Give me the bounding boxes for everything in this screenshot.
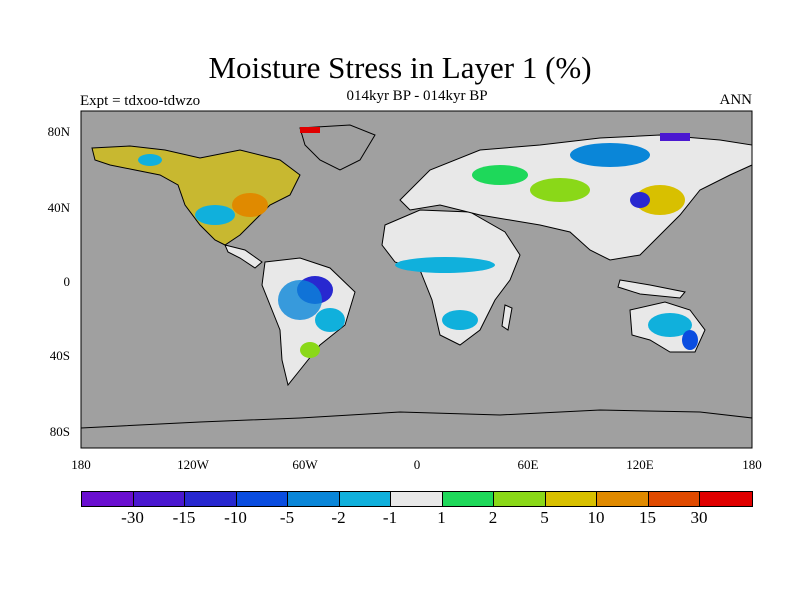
experiment-label: Expt = tdxoo-tdwzo xyxy=(80,93,201,109)
colorbar-tick-label: 2 xyxy=(488,508,498,527)
colorbar-tick-label: -5 xyxy=(279,508,295,527)
x-tick-label: 0 xyxy=(413,457,421,472)
colorbar-tick-label: 1 xyxy=(437,508,446,527)
y-tick-label: 0 xyxy=(63,274,71,289)
colorbar-swatch xyxy=(597,492,649,506)
y-tick-label: 40S xyxy=(49,348,70,363)
land-antarctica xyxy=(80,409,753,449)
x-tick-label: 120W xyxy=(177,457,209,472)
colorbar-swatch xyxy=(391,492,443,506)
land-madagascar xyxy=(501,304,513,331)
colorbar-swatch xyxy=(288,492,340,506)
colorbar-tick-label: -30 xyxy=(121,508,144,527)
colorbar-swatch xyxy=(648,492,700,506)
colorbar-swatch xyxy=(133,492,185,506)
colorbar-swatch xyxy=(236,492,288,506)
colorbar-tick-label: -10 xyxy=(224,508,247,527)
land-central-america xyxy=(224,244,263,269)
y-tick-label: 80N xyxy=(47,124,70,139)
colorbar-swatch xyxy=(700,492,752,506)
land-north-america xyxy=(91,145,301,246)
colorbar-swatch xyxy=(545,492,597,506)
colorbar-tick-label: 30 xyxy=(690,508,708,527)
land-greenland xyxy=(299,124,376,171)
plot-title: Moisture Stress in Layer 1 (%) xyxy=(208,50,592,85)
colorbar-swatch xyxy=(82,492,134,506)
colorbar-tick-label: 15 xyxy=(639,508,656,527)
colorbar-swatch xyxy=(339,492,391,506)
x-tick-label: 180 xyxy=(742,457,762,472)
x-tick-label: 120E xyxy=(626,457,654,472)
x-tick-label: 60E xyxy=(517,457,539,472)
x-tick-label: 180 xyxy=(71,457,91,472)
y-tick-label: 40N xyxy=(47,200,70,215)
colorbar-tick-label: 5 xyxy=(540,508,549,527)
plot-subtitle: 014kyr BP - 014kyr BP xyxy=(346,88,488,104)
colorbar-swatch xyxy=(442,492,494,506)
land-indonesia xyxy=(617,279,686,299)
colorbar-swatch xyxy=(185,492,237,506)
colorbar-tick-label: -1 xyxy=(382,508,398,527)
y-tick-label: 80S xyxy=(49,424,70,439)
colorbar-tick-label: -15 xyxy=(172,508,196,527)
season-label: ANN xyxy=(719,92,753,108)
colorbar xyxy=(81,491,753,507)
colorbar-tick-label: -2 xyxy=(331,508,346,527)
anomaly-patches xyxy=(138,127,698,358)
colorbar-tick-label: 10 xyxy=(587,508,605,527)
colorbar-swatch xyxy=(494,492,546,506)
x-tick-label: 60W xyxy=(292,457,318,472)
